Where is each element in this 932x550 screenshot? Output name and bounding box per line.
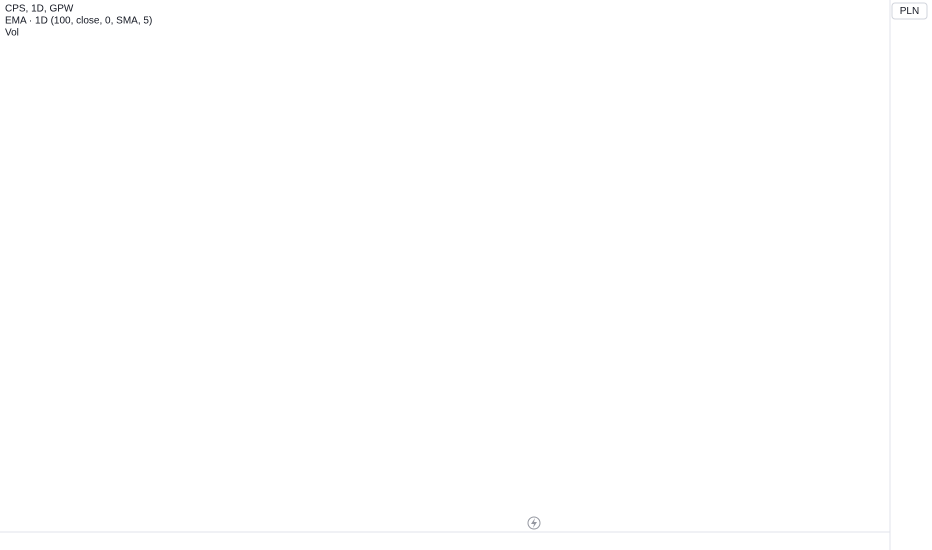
lightning-glyph <box>531 518 537 528</box>
symbol-title: CPS, 1D, GPW <box>5 4 74 15</box>
currency-button[interactable] <box>891 2 928 20</box>
volume-legend: Vol <box>5 28 19 39</box>
currency-label[interactable]: PLN <box>900 6 919 17</box>
indicator-legend: EMA · 1D (100, close, 0, SMA, 5) <box>5 16 152 27</box>
